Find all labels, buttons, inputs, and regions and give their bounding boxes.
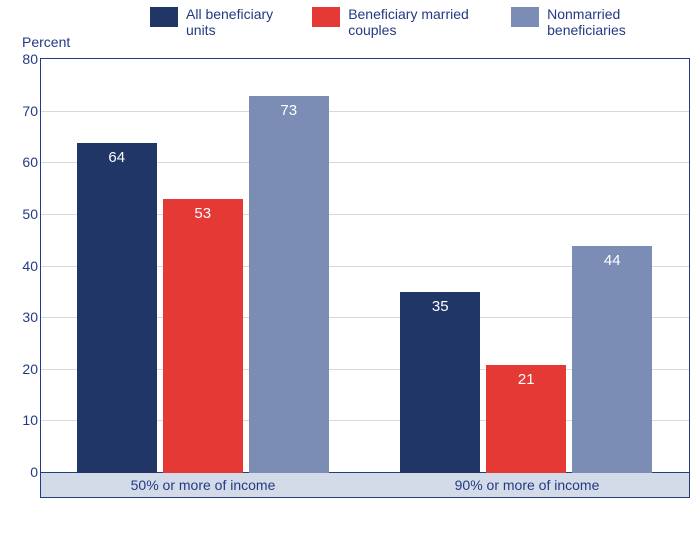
legend-item-married: Beneficiary married couples — [312, 6, 495, 38]
bar: 64 — [77, 143, 157, 473]
plot-area: 50% or more of income90% or more of inco… — [40, 58, 690, 498]
legend: All beneficiary units Beneficiary marrie… — [150, 6, 690, 46]
y-tick-label: 20 — [8, 361, 38, 377]
y-axis-title: Percent — [22, 34, 70, 50]
legend-swatch-1 — [312, 7, 340, 27]
bar: 21 — [486, 365, 566, 473]
x-category-label: 50% or more of income — [41, 473, 365, 497]
legend-item-all-units: All beneficiary units — [150, 6, 296, 38]
x-category-label: 90% or more of income — [365, 473, 689, 497]
bar: 35 — [400, 292, 480, 473]
bar: 44 — [572, 246, 652, 473]
bar-value-label: 44 — [572, 252, 652, 269]
legend-label-2: Nonmarried beneficiaries — [547, 6, 690, 38]
bar-value-label: 53 — [163, 205, 243, 222]
bar-value-label: 73 — [249, 102, 329, 119]
y-tick-label: 80 — [8, 51, 38, 67]
y-tick-label: 50 — [8, 206, 38, 222]
y-tick-label: 40 — [8, 258, 38, 274]
legend-swatch-0 — [150, 7, 178, 27]
y-tick-label: 0 — [8, 464, 38, 480]
beneficiary-income-chart: Percent All beneficiary units Beneficiar… — [0, 0, 700, 542]
bar-value-label: 21 — [486, 371, 566, 388]
bar: 73 — [249, 96, 329, 473]
y-tick-label: 10 — [8, 412, 38, 428]
legend-label-1: Beneficiary married couples — [348, 6, 495, 38]
y-tick-label: 30 — [8, 309, 38, 325]
y-tick-label: 70 — [8, 103, 38, 119]
bar: 53 — [163, 199, 243, 473]
gridline — [41, 111, 689, 112]
legend-swatch-2 — [511, 7, 539, 27]
legend-item-nonmarried: Nonmarried beneficiaries — [511, 6, 690, 38]
x-axis-band: 50% or more of income90% or more of inco… — [41, 472, 689, 497]
bar-value-label: 35 — [400, 298, 480, 315]
legend-label-0: All beneficiary units — [186, 6, 296, 38]
bar-value-label: 64 — [77, 149, 157, 166]
y-tick-label: 60 — [8, 154, 38, 170]
